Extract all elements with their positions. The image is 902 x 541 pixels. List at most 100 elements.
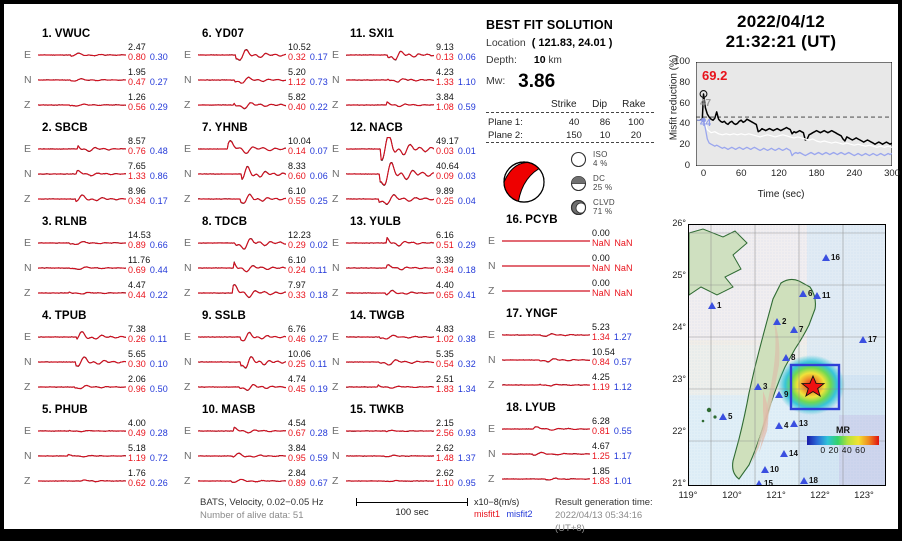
map-station-marker[interactable]: 3 [754, 382, 767, 391]
waveform-trace [38, 93, 126, 117]
map-lat-tick: 26° [672, 218, 686, 228]
map-station-marker[interactable]: 2 [773, 317, 786, 326]
map-graphic [689, 225, 885, 485]
channel-label: N [488, 354, 496, 366]
waveform-trace [502, 442, 590, 466]
triangle-icon [754, 383, 762, 390]
map-station-marker[interactable]: 14 [780, 449, 798, 458]
station-number: 14. [350, 310, 367, 322]
misfit1-value: 0.69 [128, 264, 146, 275]
channel-label: Z [24, 381, 31, 393]
misfit-values: 0.47 0.27 [128, 77, 168, 87]
map-station-marker[interactable]: 1 [708, 301, 721, 310]
map-station-marker[interactable]: 6 [799, 289, 812, 298]
misfit-values: 0.32 0.17 [288, 52, 328, 62]
station-title: 8. TDCB [182, 216, 334, 231]
footer: BATS, Velocity, 0.02−0.05 Hz Number of a… [4, 496, 654, 534]
map-station-marker[interactable]: 9 [775, 390, 788, 399]
map-lat-tick: 21° [672, 478, 686, 488]
misfit-values: 1.25 1.17 [592, 451, 632, 461]
plane-strike: 40 [568, 117, 580, 128]
misfit1-value: 0.51 [436, 239, 454, 250]
map-station-marker[interactable]: 15 [755, 479, 773, 485]
triangle-icon [775, 422, 783, 429]
map-station-marker[interactable]: 10 [761, 465, 779, 474]
waveform-trace [346, 187, 434, 211]
waveform-trace [38, 187, 126, 211]
channel-row: Z 0.00 NaN NaN [486, 278, 638, 304]
misfit-values: 0.45 0.19 [288, 384, 328, 394]
misfit1-value: 0.25 [288, 358, 306, 369]
map-canvas[interactable]: 1 2 3 4 5 6 7 8 9 10 11 13 14 15 16 17 18 MR 0 20 40 60 [688, 224, 886, 486]
waveform-trace [38, 469, 126, 493]
misfit-values: NaN NaN [592, 263, 633, 273]
station-number: 11. [350, 28, 366, 40]
amplitude-value: 10.52 [288, 42, 312, 52]
map-station-marker[interactable]: 4 [775, 421, 788, 430]
channel-label: E [332, 331, 340, 343]
station-panel: 5. PHUB E 4.00 0.49 0.28 N 5.18 1.19 0.72 Z 1.76 0.6… [22, 404, 174, 498]
amplitude-value: 2.47 [128, 42, 146, 52]
amplitude-value: 10.06 [288, 349, 312, 359]
map-station-marker[interactable]: 8 [782, 353, 795, 362]
channel-label: E [184, 237, 192, 249]
waveform-trace [38, 350, 126, 374]
amplitude-value: 8.57 [128, 136, 146, 146]
waveform-trace [346, 281, 434, 305]
station-panel: 8. TDCB E 12.23 0.29 0.02 N 6.10 0.24 0.11 Z 7.97 0.… [182, 216, 334, 310]
channel-label: N [184, 168, 192, 180]
map-station-marker[interactable]: 16 [822, 253, 840, 262]
decomposition-dc: DC 25 % [570, 172, 615, 194]
misfit-values: 1.48 1.37 [436, 453, 476, 463]
station-name: TWKB [369, 404, 405, 416]
channel-label: N [332, 74, 340, 86]
waveform-trace [346, 419, 434, 443]
amplitude-value: 2.62 [436, 443, 454, 453]
misfit2-value: 0.06 [309, 170, 328, 181]
misfit-values: 0.03 0.01 [436, 146, 476, 156]
channel-label: E [184, 49, 192, 61]
channel-label: N [332, 450, 340, 462]
amplitude-value: 0.00 [592, 278, 610, 288]
map-station-marker[interactable]: 5 [719, 412, 732, 421]
map-station-marker[interactable]: 17 [859, 335, 877, 344]
mw-label: Mw: [486, 75, 506, 87]
waveform-trace [502, 229, 590, 253]
map-station-marker[interactable]: 13 [790, 419, 808, 428]
misfit2-value: 0.17 [309, 51, 328, 62]
misfit-x-axis-label: Time (sec) [757, 189, 805, 200]
misfit-values: 0.60 0.06 [288, 171, 328, 181]
misfit-values: 1.19 0.72 [128, 453, 168, 463]
misfit-values: 1.12 0.73 [288, 77, 328, 87]
station-name: YHNB [214, 122, 248, 134]
depth-row: Depth: 10 km [486, 54, 658, 66]
misfit2-value: 0.10 [149, 358, 168, 369]
waveform-trace [502, 323, 590, 347]
planes-divider [486, 112, 654, 113]
amplitude-value: 7.38 [128, 324, 146, 334]
station-name: TPUB [54, 310, 87, 322]
amplitude-value: 40.64 [436, 161, 460, 171]
misfit-values: 0.84 0.57 [592, 357, 632, 367]
amplitude-value: 5.65 [128, 349, 146, 359]
depth-label: Depth: [486, 54, 517, 66]
map-station-marker[interactable]: 7 [790, 325, 803, 334]
map-station-marker[interactable]: 11 [813, 291, 830, 300]
misfit2-value: 0.72 [149, 452, 168, 463]
misfit2-value: 1.17 [613, 450, 632, 461]
channel-row: Z 7.97 0.33 0.18 [182, 280, 334, 306]
misfit2-value: 0.29 [457, 239, 476, 250]
amplitude-value: 5.18 [128, 443, 146, 453]
map-station-number: 8 [791, 353, 796, 362]
channel-row: N 5.35 0.54 0.32 [330, 349, 482, 375]
waveform-trace [38, 419, 126, 443]
channel-row: E 4.00 0.49 0.28 [22, 418, 174, 444]
misfit-values: 0.80 0.30 [128, 52, 168, 62]
map-station-marker[interactable]: 18 [800, 476, 818, 485]
channel-row: Z 1.26 0.56 0.29 [22, 92, 174, 118]
misfit1-value: 0.45 [288, 383, 306, 394]
misfit2-value: 0.44 [149, 264, 168, 275]
misfit-values: 1.83 1.34 [436, 384, 476, 394]
colorbar-gradient [807, 436, 879, 445]
misfit2-value: 0.27 [309, 333, 328, 344]
